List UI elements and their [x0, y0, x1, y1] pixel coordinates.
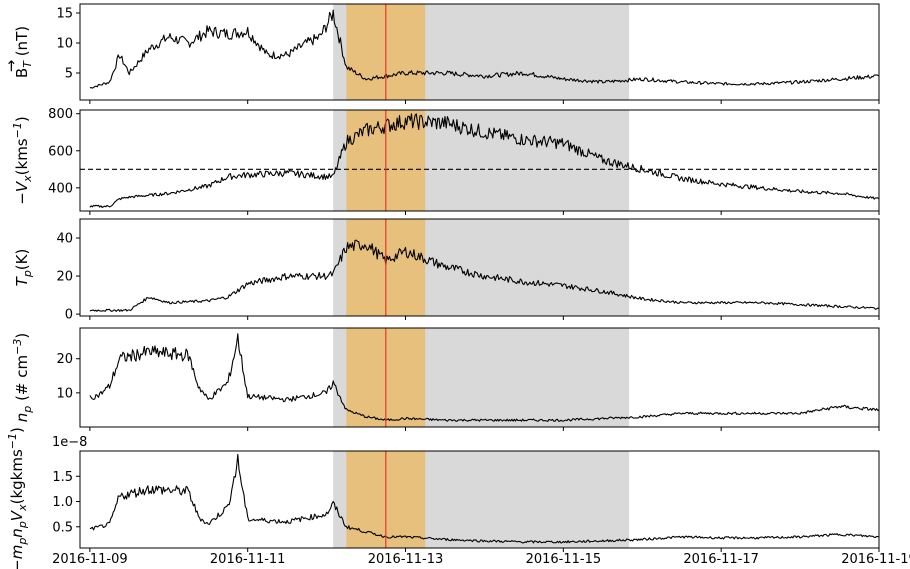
y-axis-label: np (# cm−3): [11, 333, 34, 422]
y-label-part: n: [13, 413, 31, 423]
panel-2: 400 600 800 −Vx(kms−1): [11, 107, 880, 215]
offset-text: 1e−8: [52, 435, 87, 450]
y-tick-label: 40: [56, 232, 73, 247]
y-axis-label: −Vx(kms−1): [11, 116, 34, 204]
x-tick-label: 2016-11-13: [368, 552, 444, 567]
y-label-part: ): [13, 116, 31, 122]
y-label-part: −1: [6, 433, 19, 449]
x-tick-label: 2016-11-17: [683, 552, 759, 567]
y-label-part: T: [13, 275, 31, 286]
y-label-part: T: [21, 60, 34, 68]
y-label-part: p: [21, 406, 34, 414]
x-tick-label: 2016-11-11: [210, 552, 286, 567]
y-tick-label: 1.0: [52, 495, 73, 510]
y-tick-label: 10: [56, 37, 73, 52]
y-label-part: p: [16, 538, 29, 546]
y-label-part: x: [21, 175, 34, 183]
y-axis-label: −mpnpVx(kgkms−1): [6, 427, 29, 569]
y-label-part: p: [21, 270, 34, 278]
y-label-part: x: [16, 504, 29, 512]
y-label-part: B: [13, 68, 31, 78]
y-tick-label: 800: [48, 107, 73, 122]
panel-5: 0.51.01.51e−8−mpnpVx(kgkms−1): [6, 427, 880, 569]
vector-arrow-icon: →: [2, 60, 20, 73]
y-label-part: ): [13, 333, 31, 339]
y-tick-label: 0: [65, 308, 73, 323]
series-line-1: [89, 9, 880, 89]
series-line-1: [89, 113, 880, 209]
y-label-part: −1: [11, 122, 24, 138]
y-tick-label: 600: [48, 144, 73, 159]
y-label-part: n: [8, 528, 26, 538]
y-label-part: −3: [11, 339, 24, 355]
series-line-1: [89, 453, 880, 544]
x-tick-label: 2016-11-15: [526, 552, 602, 567]
y-tick-label: 10: [56, 386, 73, 401]
x-tick-label: 2016-11-19: [841, 552, 910, 567]
y-tick-label: 0.5: [52, 520, 73, 535]
panel-3: 0 20 40 Tp(K): [13, 218, 880, 323]
y-label-part: (nT): [13, 26, 31, 61]
series-line-1: [89, 239, 880, 312]
panel-1: 5 10 15 BT (nT)→: [2, 3, 880, 104]
x-tick-label: 2016-11-09: [52, 552, 128, 567]
y-tick-label: 20: [56, 352, 73, 367]
y-label-part: (# cm: [13, 355, 31, 406]
y-label-part: p: [16, 521, 29, 529]
y-label-part: (kms: [13, 138, 31, 175]
y-label-part: (kgkms: [8, 449, 26, 504]
y-label-part: (K): [13, 249, 31, 271]
panel-frame: [79, 218, 880, 317]
panel-frame: [79, 3, 880, 101]
panel-4: 10 20 np (# cm−3): [11, 327, 880, 431]
y-tick-label: 5: [65, 67, 73, 82]
y-label-part: −m: [8, 545, 26, 569]
panel-frame: [79, 109, 880, 212]
y-tick-label: 20: [56, 270, 73, 285]
y-label-part: V: [8, 509, 26, 521]
y-axis-label: BT (nT): [13, 26, 34, 78]
series-line-1: [89, 333, 880, 422]
y-label-part: ): [8, 427, 26, 433]
y-axis-label: Tp(K): [13, 249, 34, 287]
y-tick-label: 15: [56, 7, 73, 22]
y-tick-label: 1.5: [52, 470, 73, 485]
panel-frame: [79, 450, 880, 549]
y-label-part: −V: [13, 180, 31, 205]
y-tick-label: 400: [48, 181, 73, 196]
panel-frame: [79, 327, 880, 428]
